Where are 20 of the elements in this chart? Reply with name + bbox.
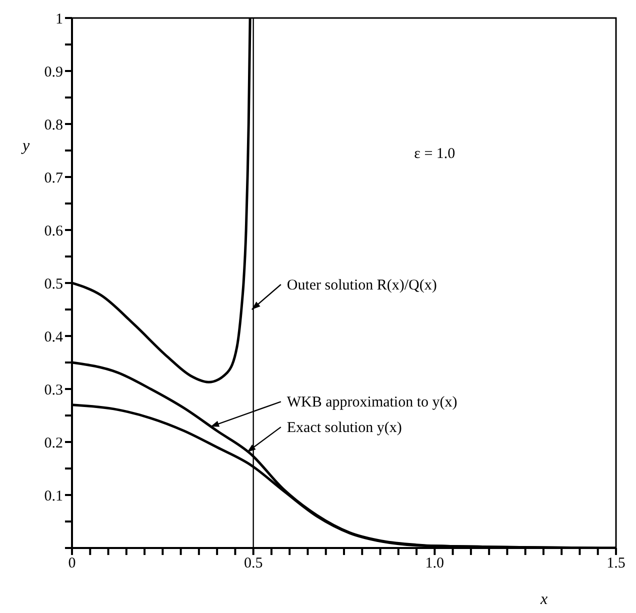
y-tick-label: 0.8 [44,117,63,134]
x-axis-title: x [539,591,548,608]
x-tick-label: 1.5 [606,556,626,572]
y-tick-label: 0.9 [44,64,63,80]
y-tick-label: 0.6 [44,223,64,240]
y-tick-label: 0.7 [44,170,64,186]
y-tick-label: 0.3 [44,382,63,398]
y-tick-label: 0.1 [44,488,63,504]
y-tick-label: 1 [56,11,63,28]
y-tick-label: 0.2 [44,435,63,452]
annotation: ε = 1.0 [414,146,456,162]
annotation: Outer solution R(x)/Q(x) [286,278,437,294]
y-tick-label: 0.5 [44,276,63,292]
y-tick-label: 0.4 [44,329,64,346]
x-tick-label: 0.5 [244,556,263,572]
annotation: WKB approximation to y(x) [286,394,458,411]
x-tick-label: 0 [68,556,76,572]
annotation: Exact solution y(x) [286,420,402,436]
x-tick-label: 1.0 [425,556,444,572]
y-axis-title: y [20,138,30,154]
